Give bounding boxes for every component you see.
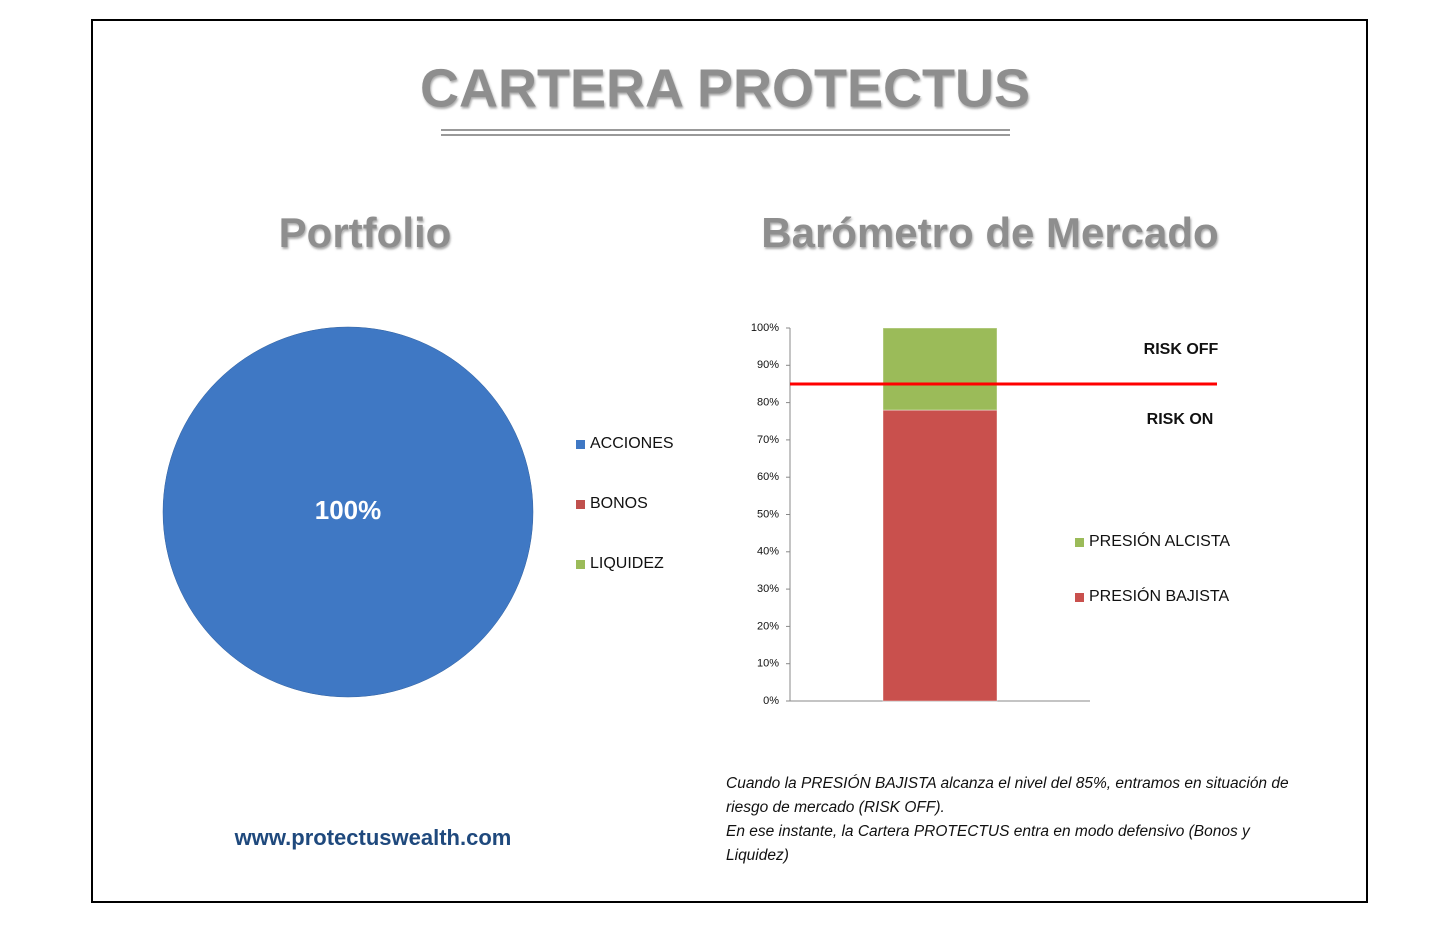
bar-segment: [882, 409, 998, 702]
legend-label: BONOS: [590, 495, 648, 512]
chart-title: Portfolio: [279, 209, 452, 256]
bar-segment: [882, 327, 998, 411]
note: Cuando la PRESIÓN BAJISTA alcanza el niv…: [726, 772, 1316, 868]
website[interactable]: www.protectuswealth.com: [234, 825, 512, 850]
legend-label: PRESIÓN ALCISTA: [1089, 531, 1230, 550]
y-tick-label: 10%: [757, 658, 779, 670]
legend-swatch: [576, 440, 585, 449]
y-tick-label: 50%: [757, 508, 779, 520]
legend-label: ACCIONES: [590, 435, 674, 452]
chart-title: Barómetro de Mercado: [761, 209, 1218, 256]
y-tick-label: 60%: [757, 471, 779, 483]
y-tick-label: 20%: [757, 620, 779, 632]
y-tick-label: 90%: [757, 359, 779, 371]
legend-label: LIQUIDEZ: [590, 555, 664, 572]
y-tick-label: 100%: [751, 322, 779, 334]
legend-swatch: [1075, 538, 1084, 547]
annotation: RISK OFF: [1144, 341, 1219, 358]
legend-swatch: [1075, 593, 1084, 602]
frame: [91, 19, 1368, 903]
page-title: CARTERA PROTECTUS: [420, 58, 1030, 118]
note-line: Cuando la PRESIÓN BAJISTA alcanza el niv…: [726, 775, 1289, 816]
y-tick-label: 0%: [763, 695, 779, 707]
legend-label: PRESIÓN BAJISTA: [1089, 586, 1230, 605]
y-tick-label: 30%: [757, 583, 779, 595]
y-tick-label: 40%: [757, 546, 779, 558]
note-line: En ese instante, la Cartera PROTECTUS en…: [726, 823, 1250, 864]
y-tick-label: 70%: [757, 434, 779, 446]
y-tick-label: 80%: [757, 397, 779, 409]
legend-swatch: [576, 500, 585, 509]
legend-swatch: [576, 560, 585, 569]
value-label: 100%: [315, 495, 382, 525]
pie-slice: [162, 326, 534, 698]
annotation: RISK ON: [1147, 411, 1214, 428]
